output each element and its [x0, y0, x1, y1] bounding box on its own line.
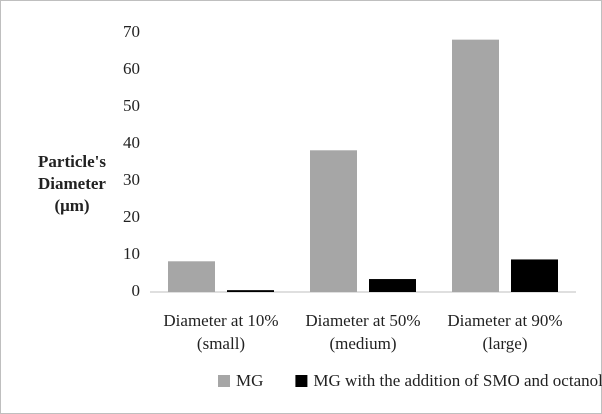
y-tick-label: 70	[123, 22, 140, 41]
x-tick-label: (small)	[197, 334, 245, 353]
x-tick-label: (medium)	[329, 334, 396, 353]
bar	[310, 150, 357, 292]
legend-swatch	[218, 375, 230, 387]
y-axis-label: Diameter	[38, 174, 106, 193]
bar	[369, 279, 416, 292]
bar	[227, 290, 274, 292]
y-tick-label: 40	[123, 133, 140, 152]
x-tick-label: (large)	[483, 334, 528, 353]
bar	[511, 259, 558, 292]
x-tick-label: Diameter at 10%	[163, 311, 278, 330]
legend-swatch	[295, 375, 308, 387]
legend-label: MG with the addition of SMO and octanol	[313, 371, 602, 390]
y-tick-label: 50	[123, 96, 140, 115]
x-tick-label: Diameter at 90%	[447, 311, 562, 330]
y-axis-label: (μm)	[54, 196, 89, 215]
y-axis-label: Particle's	[38, 152, 106, 171]
bar	[168, 261, 215, 292]
y-tick-label: 30	[123, 170, 140, 189]
y-tick-label: 60	[123, 59, 140, 78]
y-tick-label: 20	[123, 207, 140, 226]
y-tick-label: 10	[123, 244, 140, 263]
bar	[452, 39, 499, 292]
y-tick-label: 0	[132, 281, 141, 300]
legend-label: MG	[236, 371, 263, 390]
x-tick-label: Diameter at 50%	[305, 311, 420, 330]
